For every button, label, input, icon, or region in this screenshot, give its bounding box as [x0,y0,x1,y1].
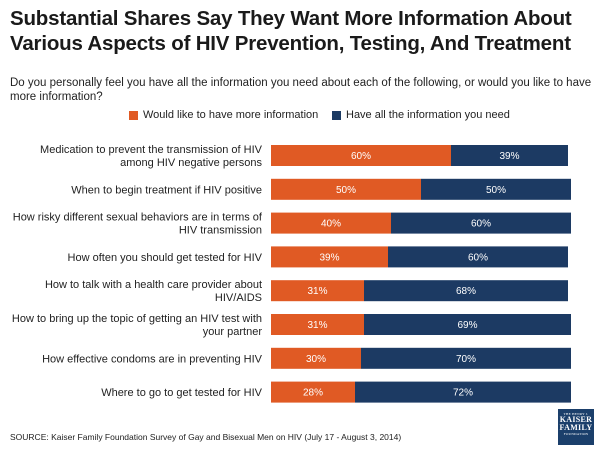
bar-value-label: 31% [307,286,327,297]
logo-line-1: THE HENRY J. [563,412,589,416]
bar-have-all [388,246,568,268]
bar-value-label: 70% [456,354,476,365]
source-note: SOURCE: Kaiser Family Foundation Survey … [10,432,402,442]
bar-value-label: 50% [336,185,356,196]
logo-line-4: FOUNDATION [563,432,589,436]
legend-swatch-have-all [332,110,341,120]
bar-more-info [271,314,364,335]
bar-value-label: 40% [321,219,341,230]
bar-more-info [271,347,361,369]
bar-value-label: 30% [306,354,326,365]
bar-more-info [271,280,364,302]
legend-swatch-more-info [129,110,138,120]
kff-logo: THE HENRY J. KAISER FAMILY FOUNDATION [558,409,594,445]
bar-value-label: 60% [351,151,371,162]
category-label: Medication to prevent the transmission o… [40,144,263,169]
bar-value-label: 60% [468,252,488,263]
bar-more-info [271,246,388,268]
bar-have-all [364,314,571,335]
category-label: How to talk with a health care provider … [45,279,262,304]
bar-value-label: 60% [471,219,491,230]
bar-have-all [361,347,571,369]
legend-item-more-info: Would like to have more information [129,109,318,121]
stacked-bar-chart: Medication to prevent the transmission o… [12,144,571,403]
category-label: Where to go to get tested for HIV [101,387,262,399]
category-label: How effective condoms are in preventing … [42,353,263,365]
bar-have-all [391,212,571,234]
category-label: How to bring up the topic of getting an … [12,313,262,338]
bar-more-info [271,178,421,200]
survey-question: Do you personally feel you have all the … [10,77,592,103]
bar-more-info [271,381,355,403]
bar-value-label: 72% [453,388,473,399]
logo-line-3: FAMILY [559,423,593,432]
bar-value-label: 39% [499,151,519,162]
bar-value-label: 39% [319,252,339,263]
category-label: How risky different sexual behaviors are… [13,212,263,237]
bar-value-label: 50% [486,185,506,196]
bar-value-label: 68% [456,286,476,297]
bar-more-info [271,145,451,166]
chart-title: Substantial Shares Say They Want More In… [10,7,572,55]
bar-have-all [451,145,568,166]
legend-item-have-all: Have all the information you need [332,109,510,121]
category-label: How often you should get tested for HIV [68,252,263,264]
category-label: When to begin treatment if HIV positive [71,184,262,196]
logo-line-2: KAISER [559,415,593,424]
legend-label-have-all: Have all the information you need [346,109,510,121]
bar-value-label: 28% [303,388,323,399]
bar-value-label: 31% [307,320,327,331]
bar-have-all [364,280,568,302]
legend: Would like to have more information Have… [0,109,600,123]
bar-have-all [421,178,571,200]
bar-value-label: 69% [457,320,477,331]
bar-more-info [271,212,391,234]
legend-label-more-info: Would like to have more information [143,109,319,121]
bar-have-all [355,381,571,403]
